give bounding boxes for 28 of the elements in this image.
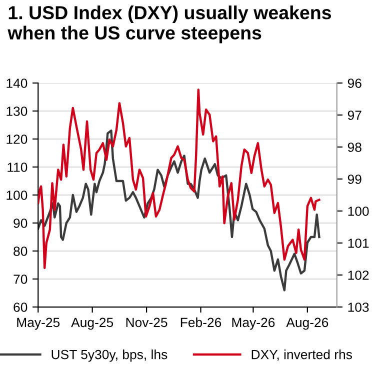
chart-title: 1. USD Index (DXY) usually weakens when the US curve steepens: [8, 6, 331, 44]
y-tick-label: 140: [6, 78, 28, 88]
y2-tick-label: 100: [348, 206, 369, 216]
y2-tick-label: 98: [348, 142, 362, 152]
y-tick-label: 120: [6, 134, 28, 144]
y2-tick-label: 97: [348, 110, 362, 120]
y-tick-label: 100: [6, 190, 28, 200]
x-tick-label: May-25: [17, 318, 60, 330]
y-tick-label: 90: [14, 218, 28, 228]
y-tick-label: 130: [6, 106, 28, 116]
y2-tick-label: 99: [348, 174, 362, 184]
y2-tick-label: 101: [348, 238, 369, 248]
x-tick-label: Nov-25: [126, 318, 168, 328]
x-tick-label: Feb-26: [180, 317, 222, 328]
y-tick-label: 110: [8, 162, 28, 172]
line-series: [38, 130, 320, 292]
x-tick-label: Aug-25: [71, 318, 114, 330]
y-tick-label: 80: [14, 246, 28, 256]
y2-tick-label: 102: [348, 270, 369, 280]
y2-tick-label: 96: [348, 78, 362, 88]
y2-tick-label: 103: [348, 302, 369, 312]
legend-label: DXY, inverted rhs: [252, 350, 352, 361]
x-tick-label: Aug-26: [286, 318, 328, 330]
line-series: [38, 88, 320, 270]
legend-label: UST 5y30y, bps, lhs: [52, 350, 168, 362]
y-tick-label: 60: [14, 302, 28, 312]
y-tick-label: 70: [14, 274, 28, 284]
x-tick-label: May-26: [232, 318, 275, 330]
